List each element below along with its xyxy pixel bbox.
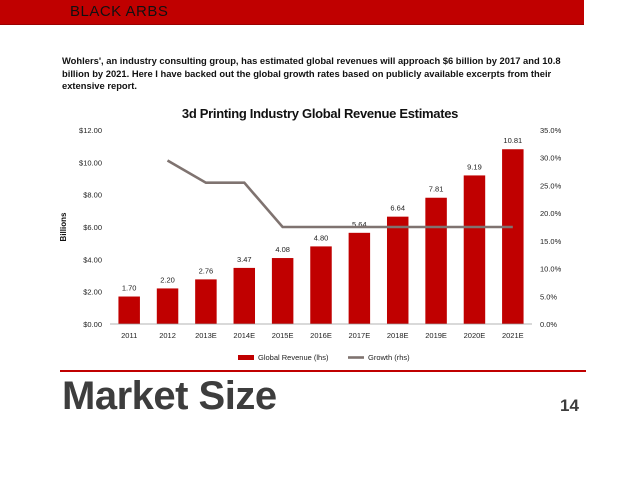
y-tick-label: $2.00 <box>83 288 102 297</box>
bar-value-label: 3.47 <box>237 255 252 264</box>
y2-tick-label: 35.0% <box>540 126 562 135</box>
y2-tick-label: 5.0% <box>540 292 557 301</box>
legend-label-growth: Growth (rhs) <box>368 353 410 362</box>
bar-2012 <box>156 288 179 324</box>
y-tick-label: $6.00 <box>83 223 102 232</box>
bar-value-label: 1.70 <box>122 284 137 293</box>
bar-value-label: 6.64 <box>390 204 405 213</box>
x-tick-label: 2013E <box>195 331 217 340</box>
x-tick-label: 2019E <box>425 331 447 340</box>
brand-logo: BLACK ARBS <box>70 3 169 20</box>
bar-value-label: 4.80 <box>314 233 329 242</box>
y-tick-label: $12.00 <box>79 126 102 135</box>
y2-tick-label: 15.0% <box>540 237 562 246</box>
x-tick-label: 2012 <box>159 331 176 340</box>
bar-2015E <box>271 258 294 324</box>
title-divider <box>60 370 586 372</box>
y-axis-label: Billions <box>60 212 68 241</box>
revenue-chart: Billions $0.00 $2.00 $4.00 $6.00 $8.00 $10.00 $… <box>60 126 562 362</box>
x-tick-label: 2014E <box>233 331 255 340</box>
y2-tick-label: 30.0% <box>540 154 562 163</box>
y-tick-label: $8.00 <box>83 191 102 200</box>
x-tick-label: 2018E <box>387 331 409 340</box>
x-tick-label: 2015E <box>272 331 294 340</box>
bar-2013E <box>195 279 217 324</box>
chart-title: 3d Printing Industry Global Revenue Esti… <box>181 106 459 121</box>
slide-title: Market Size <box>62 374 277 418</box>
y-tick-label: $10.00 <box>79 158 102 167</box>
y-tick-label: $4.00 <box>83 255 102 264</box>
bar-value-label: 10.81 <box>503 136 522 145</box>
y2-tick-label: 20.0% <box>540 209 562 218</box>
bar-value-label: 5.64 <box>352 220 367 229</box>
x-tick-label: 2021E <box>502 331 524 340</box>
y2-tick-label: 0.0% <box>540 320 557 329</box>
x-tick-label: 2017E <box>349 331 371 340</box>
x-tick-label: 2011 <box>121 331 137 340</box>
x-tick-label: 2016E <box>310 331 332 340</box>
bar-value-label: 7.81 <box>429 185 444 194</box>
bar-value-label: 2.20 <box>160 275 175 284</box>
bar-2014E <box>233 267 256 324</box>
legend-label-revenue: Global Revenue (lhs) <box>258 353 329 362</box>
page-number: 14 <box>560 396 579 415</box>
bar-2016E <box>310 246 332 324</box>
y2-tick-label: 25.0% <box>540 181 562 190</box>
legend-swatch-revenue <box>238 355 254 360</box>
bar-value-label: 2.76 <box>199 266 214 275</box>
bar-2011 <box>118 296 140 324</box>
bar-2019E <box>425 197 447 324</box>
bar-2018E <box>386 216 409 324</box>
y2-tick-label: 10.0% <box>540 265 562 274</box>
bar-2020E <box>463 175 486 324</box>
bar-value-label: 9.19 <box>467 162 482 171</box>
growth-line <box>166 159 513 229</box>
bar-2021E <box>502 149 524 324</box>
bar-value-label: 4.08 <box>275 245 290 254</box>
y-tick-label: $0.00 <box>83 320 102 329</box>
header-bar: BLACK ARBS <box>0 0 584 25</box>
bar-2017E <box>348 232 371 324</box>
intro-text: Wohlers', an industry consulting group, … <box>62 55 561 92</box>
x-tick-label: 2020E <box>464 331 486 340</box>
